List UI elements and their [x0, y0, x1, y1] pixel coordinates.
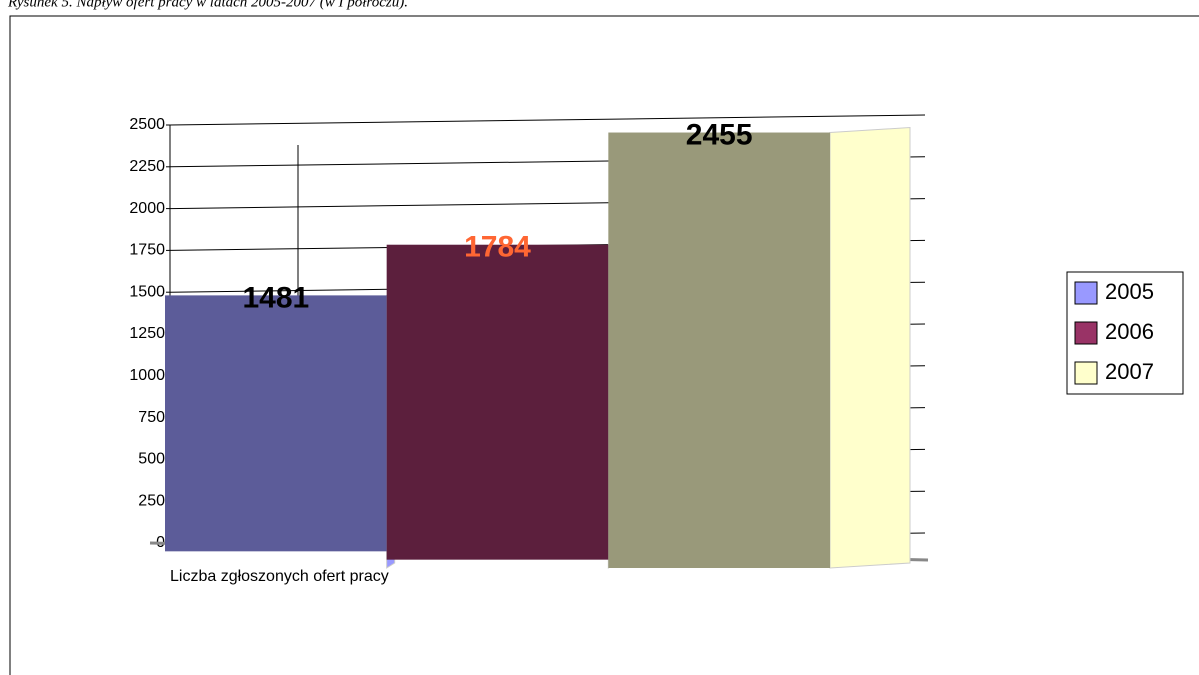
- x-tick-label: Liczba zgłoszonych ofert pracy: [170, 568, 389, 585]
- grid-line: [169, 114, 926, 126]
- y-tick-label: 2500: [129, 116, 165, 133]
- data-label: 1481: [242, 281, 309, 314]
- bar: [165, 295, 387, 552]
- data-label: 1784: [464, 231, 531, 264]
- y-tick-label: 1250: [129, 325, 165, 342]
- y-tick-label: 500: [138, 451, 165, 468]
- y-tick-label: 2000: [129, 200, 165, 217]
- data-label: 2455: [686, 118, 753, 151]
- bar: [608, 132, 830, 569]
- legend-label: 2006: [1105, 319, 1154, 344]
- y-tick-label: 1750: [129, 242, 165, 259]
- y-tick-label: 250: [138, 492, 165, 509]
- legend-swatch: [1074, 361, 1098, 385]
- legend-swatch: [1074, 281, 1098, 305]
- y-tick-label: 750: [138, 409, 165, 426]
- y-tick-label: 2250: [129, 158, 165, 175]
- legend-label: 2005: [1105, 279, 1154, 304]
- y-tick-label: 1500: [129, 283, 165, 300]
- chart-title: Rysunek 5. Napływ ofert pracy w latach 2…: [7, 0, 408, 10]
- legend-swatch: [1074, 321, 1098, 345]
- y-tick-label: 1000: [129, 367, 165, 384]
- bar-side: [829, 126, 911, 569]
- chart-frame: [9, 15, 1199, 675]
- legend-label: 2007: [1105, 359, 1154, 384]
- bar: [386, 244, 609, 560]
